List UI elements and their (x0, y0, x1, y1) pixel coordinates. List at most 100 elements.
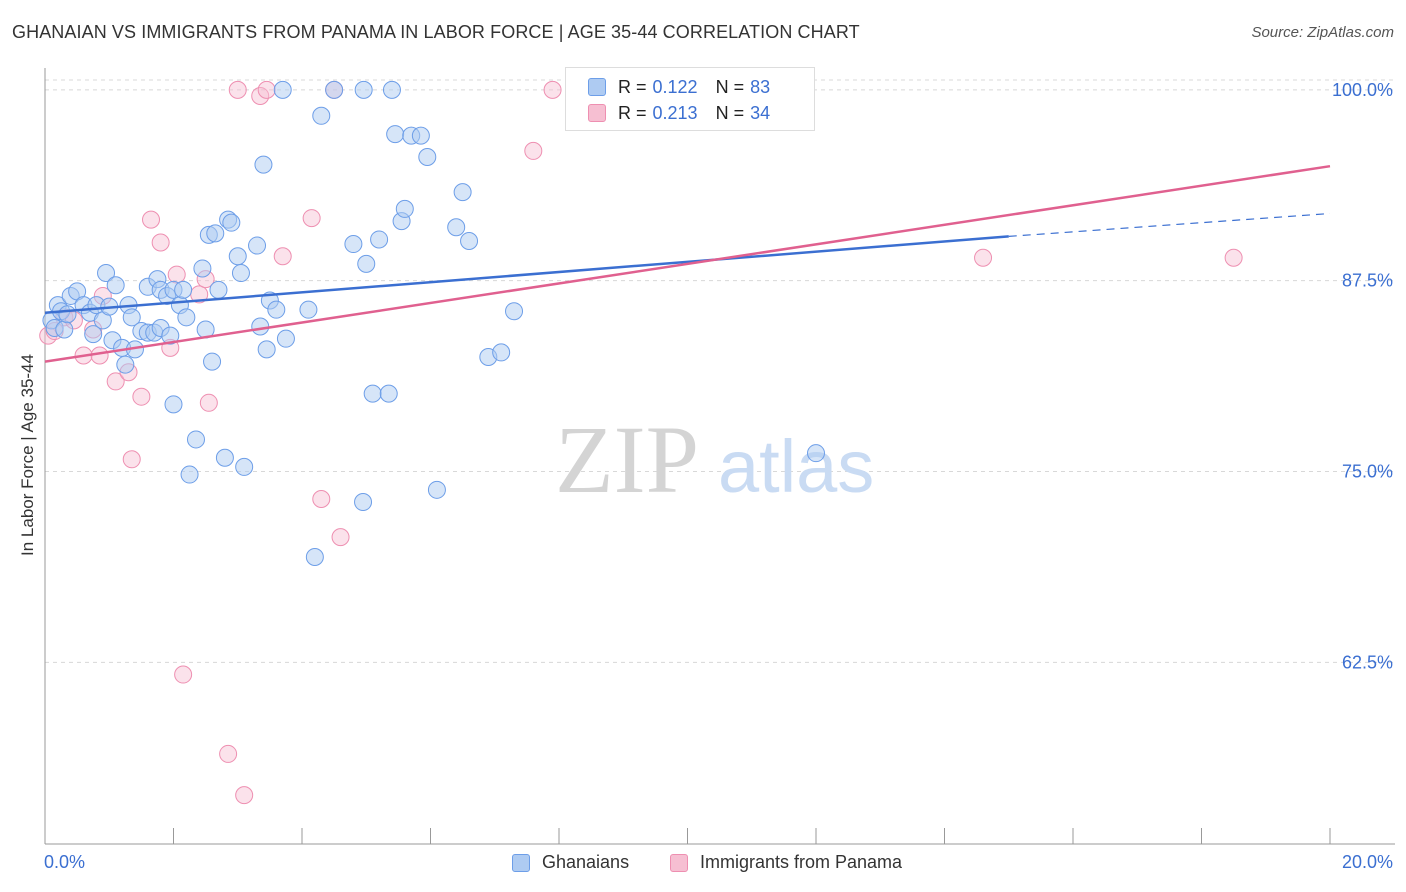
panama-point (219, 744, 238, 763)
ghanaian-point (267, 300, 286, 319)
ghanaian-point (251, 317, 270, 336)
panama-point (167, 265, 186, 284)
grid-lines (45, 79, 1395, 663)
ghanaian-point (395, 199, 414, 218)
ghanaian-point (312, 106, 331, 125)
legend-label-panama: Immigrants from Panama (700, 852, 903, 872)
ghanaian-point (55, 320, 74, 339)
correlation-legend: R = 0.122 N = 83 R = 0.213 N = 34 (565, 67, 815, 131)
ghanaian-point (116, 355, 135, 374)
ghanaian-point (177, 308, 196, 327)
ghanaian-point (174, 280, 193, 299)
ghanaian-point (161, 326, 180, 345)
ghanaian-point (203, 352, 222, 371)
panama-point (228, 80, 247, 99)
ghanaian-point (418, 148, 437, 167)
ghanaian-point (354, 80, 373, 99)
ghanaian-point (305, 547, 324, 566)
panama-point (543, 80, 562, 99)
y-tick-label: 62.5% (1342, 652, 1393, 672)
legend-n-value: 83 (750, 76, 771, 97)
legend-n-label: N = (715, 102, 745, 123)
panama-trend-line (44, 164, 1331, 363)
panama-point (1224, 248, 1243, 267)
ghanaian-point (447, 218, 466, 237)
legend-r-label: R = (618, 102, 647, 123)
ghanaian-point (248, 236, 267, 255)
ghanaian-point (164, 395, 183, 414)
panama-point (257, 80, 276, 99)
ghanaians-trend-extension (1008, 212, 1331, 238)
legend-swatch-blue (588, 78, 606, 96)
legend-swatch-pink (588, 104, 606, 122)
panama-point (122, 450, 141, 469)
panama-point (142, 210, 161, 229)
panama-point (151, 233, 170, 252)
ghanaian-point (122, 308, 141, 327)
ghanaian-point (209, 280, 228, 299)
ghanaian-point (386, 125, 405, 144)
x-tick-label-max: 20.0% (1341, 852, 1393, 872)
source-credit: Source: ZipAtlas.com (1251, 24, 1394, 41)
panama-point (974, 248, 993, 267)
ghanaian-point (379, 384, 398, 403)
ghanaian-point (325, 80, 344, 99)
ghanaian-point (97, 264, 116, 283)
ghanaian-point (807, 444, 825, 463)
ghanaian-point (492, 343, 511, 362)
ghanaian-point (106, 276, 125, 295)
y-tick-labels: 62.5% 75.0% 87.5% 100.0% (1332, 80, 1393, 672)
y-tick-label: 87.5% (1342, 271, 1393, 291)
chart-title: GHANAIAN VS IMMIGRANTS FROM PANAMA IN LA… (12, 22, 860, 42)
legend-item-ghanaians[interactable]: Ghanaians (512, 852, 629, 873)
ghanaian-point (186, 430, 205, 449)
ghanaian-point (193, 259, 212, 278)
ghanaian-point (273, 80, 292, 99)
ghanaian-point (453, 183, 472, 202)
watermark-atlas: atlas (718, 425, 874, 508)
ghanaian-point (58, 305, 77, 324)
legend-label-ghanaians: Ghanaians (542, 852, 630, 872)
ghanaian-point (427, 480, 446, 499)
ghanaian-point (180, 465, 199, 484)
legend-swatch-pink (670, 853, 688, 872)
panama-point (331, 528, 350, 547)
legend-r-value: 0.122 (652, 76, 698, 97)
ghanaian-point (382, 80, 401, 99)
ghanaian-point (254, 155, 273, 174)
ghanaian-point (370, 230, 389, 249)
ghanaian-point (257, 340, 276, 359)
ghanaian-point (299, 300, 318, 319)
panama-point (235, 786, 254, 805)
legend-item-panama[interactable]: Immigrants from Panama (670, 852, 902, 873)
axes (44, 68, 1395, 845)
ghanaian-point (460, 231, 479, 250)
panama-point (174, 665, 193, 684)
ghanaians-trend-line (44, 235, 1009, 314)
panama-point (273, 247, 292, 266)
ghanaian-point (344, 235, 363, 254)
ghanaian-point (84, 325, 103, 344)
legend-r-label: R = (618, 76, 647, 97)
ghanaian-point (222, 213, 241, 232)
panama-point (302, 209, 321, 228)
ghanaian-point (505, 302, 524, 321)
watermark-zip: ZIP (555, 406, 699, 513)
panama-point (132, 387, 151, 406)
ghanaian-point (363, 384, 382, 403)
ghanaian-point (206, 224, 225, 243)
panama-point (106, 372, 125, 391)
panama-point (199, 393, 218, 412)
ghanaian-point (235, 457, 254, 476)
ghanaian-point (411, 126, 430, 145)
legend-r-value: 0.213 (652, 102, 698, 123)
panama-point (90, 346, 109, 365)
x-tick-label-min: 0.0% (44, 852, 86, 872)
ghanaian-point (354, 493, 373, 512)
series-ghanaians-points (42, 80, 825, 566)
watermark: ZIP atlas (555, 406, 874, 513)
ghanaian-point (276, 329, 295, 348)
legend-n-value: 34 (750, 102, 771, 123)
trend-lines (44, 164, 1331, 363)
